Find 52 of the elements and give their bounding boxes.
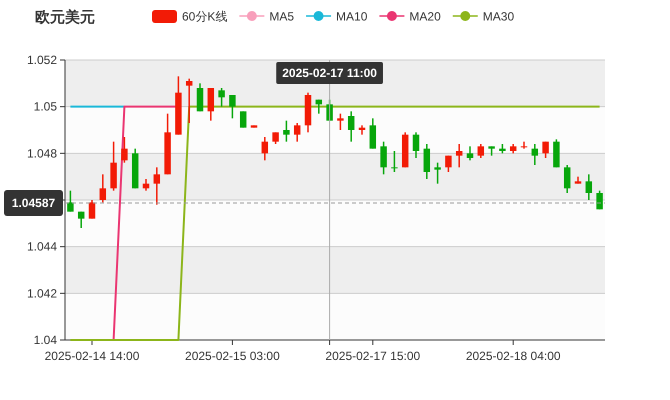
candlestick [186,78,192,124]
x-tick-label: 2025-02-17 11:00 [282,66,378,80]
candlestick [67,190,74,212]
ref-line: 1.04587 [4,190,606,216]
candlestick [100,174,106,204]
candlestick [316,98,322,114]
y-tick-label: 1.044 [26,240,58,254]
candlestick [294,122,300,142]
y-tick-label: 1.042 [26,286,58,300]
candlestick [586,174,592,201]
candlestick [456,143,462,168]
candlestick [196,82,204,112]
y-tick-label: 1.048 [26,146,58,160]
candlestick [532,143,538,166]
candlestick [218,87,225,108]
candlestick [348,110,354,142]
candlestick [142,178,150,192]
candlestick [229,94,236,120]
candlestick [262,136,268,162]
x-tick-label: 2025-02-17 15:00 [325,349,420,363]
candlestick [208,87,214,122]
candlestick [358,124,366,136]
candlestick [391,150,398,173]
candlestick [478,143,484,159]
ref-line-label: 1.04587 [12,196,56,210]
candlestick [370,118,376,150]
legend-label: MA5 [269,10,294,24]
candlestick [380,140,387,176]
candlestick [499,143,506,154]
legend-label: 60分K线 [182,10,228,24]
candlestick [510,143,516,154]
candlestick [424,143,430,180]
legend-label: MA10 [336,10,368,24]
candlestick [121,136,128,164]
candlestick [564,164,570,194]
legend-label: MA30 [482,10,514,24]
candlestick [596,190,603,210]
y-tick-label: 1.052 [26,53,58,67]
candlestick [445,154,452,173]
chart-title: 欧元美元 [35,8,95,26]
candlestick [283,120,290,142]
candlestick [542,140,549,159]
candlestick [78,210,84,229]
y-tick-label: 1.05 [34,100,58,114]
x-tick-label: 2025-02-18 04:00 [466,349,561,363]
candlestick [154,166,160,206]
ref-line: 2025-02-17 11:00 [276,60,383,340]
x-tick-label: 2025-02-14 14:00 [44,349,140,363]
legend-label: MA20 [409,10,442,24]
y-tick-label: 1.04 [34,333,58,347]
x-tick-label: 2025-02-15 03:00 [185,349,280,363]
candlestick [412,132,420,159]
